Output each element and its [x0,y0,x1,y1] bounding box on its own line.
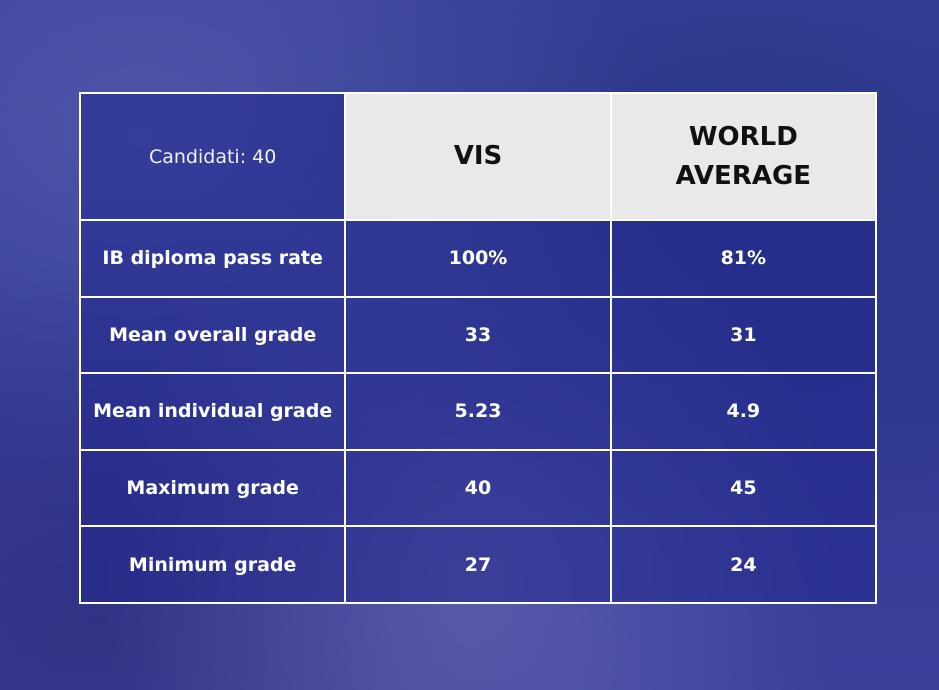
data-row: Minimum grade 27 24 [78,525,878,604]
data-row: Mean individual grade 5.23 4.9 [78,372,878,451]
value-cell: 45 [609,448,878,528]
row-label-cell: Minimum grade [78,525,347,604]
row-label-cell: Maximum grade [78,448,347,528]
results-table: Candidati: 40 VIS WORLD AVERAGE IB diploma … [78,92,878,604]
value-cell: 33 [344,295,612,375]
header-text: Candidati: 40 [148,145,277,168]
value-cell: 40 [344,448,612,528]
header-label-cell: Candidati: 40 [78,92,347,221]
header-text: WORLD AVERAGE [675,121,812,191]
value-cell: 4.9 [609,372,878,451]
data-row: Maximum grade 40 45 [78,448,878,528]
row-label-cell: Mean individual grade [78,372,347,451]
row-label-cell: Mean overall grade [78,295,347,375]
value-cell: 27 [344,525,612,604]
value-cell: 5.23 [344,372,612,451]
value-cell: 81% [609,219,878,298]
header-cell: WORLD AVERAGE [609,92,878,221]
row-label-cell: IB diploma pass rate [78,219,347,298]
value-cell: 24 [609,525,878,604]
value-cell: 100% [344,219,612,298]
data-row: Mean overall grade 33 31 [78,295,878,375]
value-cell: 31 [609,295,878,375]
header-text: VIS [453,141,503,171]
header-row: Candidati: 40 VIS WORLD AVERAGE [78,92,878,221]
data-row: IB diploma pass rate 100% 81% [78,219,878,298]
header-cell: VIS [344,92,612,221]
